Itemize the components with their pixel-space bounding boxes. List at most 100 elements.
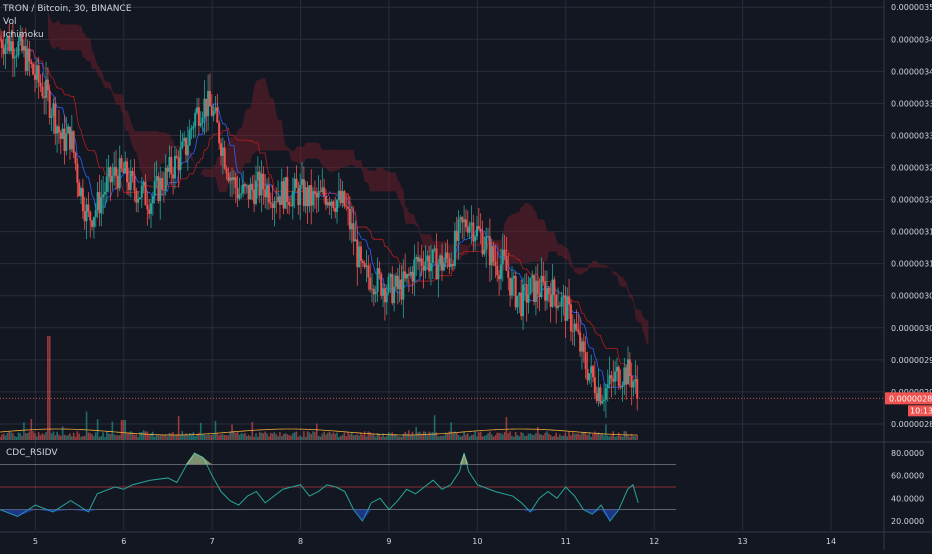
candle-body[interactable] bbox=[286, 177, 289, 202]
candle-body[interactable] bbox=[615, 366, 618, 372]
candle-body[interactable] bbox=[334, 208, 337, 213]
candle-body[interactable] bbox=[129, 170, 132, 190]
candlesticks[interactable] bbox=[0, 23, 639, 418]
candle-body[interactable] bbox=[57, 126, 60, 133]
candle-body[interactable] bbox=[571, 331, 574, 333]
candle-body[interactable] bbox=[586, 368, 589, 381]
candle-body[interactable] bbox=[43, 96, 46, 98]
candle-body[interactable] bbox=[0, 39, 3, 49]
candle-body[interactable] bbox=[540, 275, 543, 297]
candle-body[interactable] bbox=[536, 280, 539, 295]
candle-body[interactable] bbox=[323, 187, 326, 197]
candle-body[interactable] bbox=[245, 184, 248, 186]
candle-body[interactable] bbox=[604, 387, 607, 400]
candle-body[interactable] bbox=[385, 292, 388, 303]
candle-body[interactable] bbox=[354, 239, 357, 242]
candle-body[interactable] bbox=[295, 178, 298, 188]
candle-body[interactable] bbox=[634, 379, 637, 382]
candle-body[interactable] bbox=[225, 168, 228, 174]
candle-body[interactable] bbox=[19, 33, 22, 42]
candle-body[interactable] bbox=[109, 167, 112, 183]
candle-body[interactable] bbox=[391, 274, 394, 304]
candle-body[interactable] bbox=[24, 46, 27, 71]
candle-body[interactable] bbox=[507, 270, 510, 278]
candle-body[interactable] bbox=[74, 152, 77, 164]
candle-body[interactable] bbox=[173, 155, 176, 179]
candle-body[interactable] bbox=[592, 366, 595, 378]
candle-body[interactable] bbox=[356, 239, 359, 268]
candle-body[interactable] bbox=[172, 174, 175, 179]
candle-body[interactable] bbox=[33, 74, 36, 80]
candle-body[interactable] bbox=[347, 206, 350, 209]
candle-body[interactable] bbox=[56, 126, 59, 134]
candle-body[interactable] bbox=[17, 41, 20, 56]
candle-body[interactable] bbox=[146, 204, 149, 210]
candle-body[interactable] bbox=[337, 190, 340, 201]
candle-body[interactable] bbox=[192, 126, 195, 129]
candle-body[interactable] bbox=[284, 177, 287, 209]
candle-body[interactable] bbox=[85, 204, 88, 222]
candle-body[interactable] bbox=[271, 203, 274, 208]
candle-body[interactable] bbox=[595, 393, 598, 401]
candle-body[interactable] bbox=[247, 184, 250, 200]
candle-body[interactable] bbox=[179, 147, 182, 170]
candle-body[interactable] bbox=[411, 271, 414, 282]
candle-body[interactable] bbox=[301, 179, 304, 185]
candle-body[interactable] bbox=[197, 107, 200, 126]
candle-body[interactable] bbox=[457, 219, 460, 241]
candle-body[interactable] bbox=[205, 98, 208, 117]
candle-body[interactable] bbox=[299, 184, 302, 206]
candle-body[interactable] bbox=[254, 180, 257, 204]
candle-body[interactable] bbox=[45, 79, 48, 98]
candle-body[interactable] bbox=[505, 255, 508, 271]
candle-body[interactable] bbox=[275, 201, 278, 203]
candle-body[interactable] bbox=[185, 137, 188, 156]
candle-body[interactable] bbox=[133, 176, 136, 191]
candle-body[interactable] bbox=[269, 202, 272, 204]
candle-body[interactable] bbox=[201, 117, 204, 124]
candle-body[interactable] bbox=[319, 191, 322, 193]
candle-body[interactable] bbox=[636, 379, 639, 399]
candle-body[interactable] bbox=[625, 367, 628, 385]
candle-body[interactable] bbox=[510, 278, 513, 296]
candle-body[interactable] bbox=[463, 219, 466, 223]
candle-body[interactable] bbox=[243, 184, 246, 186]
candle-body[interactable] bbox=[328, 201, 331, 206]
candle-body[interactable] bbox=[164, 167, 167, 191]
candle-body[interactable] bbox=[22, 46, 25, 51]
candle-body[interactable] bbox=[212, 110, 215, 116]
candle-body[interactable] bbox=[177, 157, 180, 170]
candle-body[interactable] bbox=[393, 286, 396, 304]
candle-body[interactable] bbox=[81, 188, 84, 212]
candle-body[interactable] bbox=[11, 41, 14, 59]
candle-body[interactable] bbox=[374, 291, 377, 295]
candle-body[interactable] bbox=[126, 161, 129, 183]
candle-body[interactable] bbox=[227, 173, 230, 181]
candle-body[interactable] bbox=[584, 352, 587, 369]
candle-body[interactable] bbox=[236, 187, 239, 199]
candle-body[interactable] bbox=[599, 387, 602, 404]
candle-body[interactable] bbox=[538, 294, 541, 297]
candle-body[interactable] bbox=[579, 332, 582, 352]
candle-body[interactable] bbox=[404, 271, 407, 279]
candle-body[interactable] bbox=[2, 48, 5, 55]
candle-body[interactable] bbox=[582, 341, 585, 353]
candle-body[interactable] bbox=[630, 376, 633, 388]
candle-body[interactable] bbox=[50, 115, 53, 118]
candle-body[interactable] bbox=[437, 264, 440, 280]
candle-body[interactable] bbox=[199, 123, 202, 126]
candle-body[interactable] bbox=[122, 168, 125, 174]
candle-body[interactable] bbox=[190, 128, 193, 130]
candle-body[interactable] bbox=[555, 294, 558, 308]
candle-body[interactable] bbox=[525, 284, 528, 303]
candle-body[interactable] bbox=[566, 296, 569, 321]
candle-body[interactable] bbox=[359, 246, 362, 261]
candle-body[interactable] bbox=[232, 177, 235, 181]
candle-body[interactable] bbox=[10, 41, 13, 52]
candle-body[interactable] bbox=[80, 188, 83, 197]
candle-body[interactable] bbox=[597, 387, 600, 401]
candle-body[interactable] bbox=[509, 277, 512, 296]
candle-body[interactable] bbox=[289, 205, 292, 207]
candle-body[interactable] bbox=[547, 287, 550, 295]
